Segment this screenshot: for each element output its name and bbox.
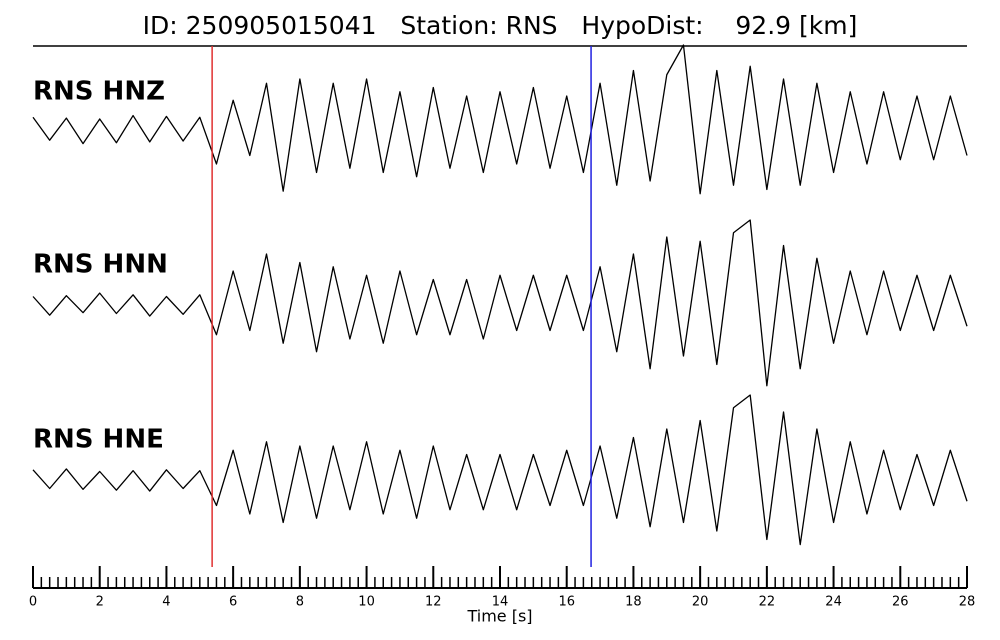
trace-label: RNS HNZ: [33, 77, 165, 107]
waveform: [32, 44, 968, 195]
x-axis-label: Time [s]: [466, 607, 532, 626]
x-tick-label: 8: [296, 595, 304, 610]
x-tick-label: 10: [358, 595, 375, 610]
x-tick-label: 16: [558, 595, 575, 610]
x-tick-label: 2: [96, 595, 104, 610]
chart-title: ID: 250905015041 Station: RNS HypoDist: …: [143, 11, 858, 40]
waveform: [32, 394, 968, 546]
x-tick-label: 14: [492, 595, 509, 610]
x-tick-label: 6: [229, 595, 237, 610]
x-tick-label: 18: [625, 595, 642, 610]
trace-label: RNS HNN: [33, 250, 168, 280]
trace-label: RNS HNE: [33, 425, 164, 455]
x-tick-label: 26: [892, 595, 909, 610]
x-tick-label: 12: [425, 595, 442, 610]
x-tick-label: 20: [692, 595, 709, 610]
x-tick-label: 4: [162, 595, 170, 610]
x-tick-label: 0: [29, 595, 37, 610]
waveform: [32, 219, 968, 387]
x-tick-label: 24: [825, 595, 842, 610]
x-tick-label: 28: [959, 595, 976, 610]
x-tick-label: 22: [759, 595, 776, 610]
